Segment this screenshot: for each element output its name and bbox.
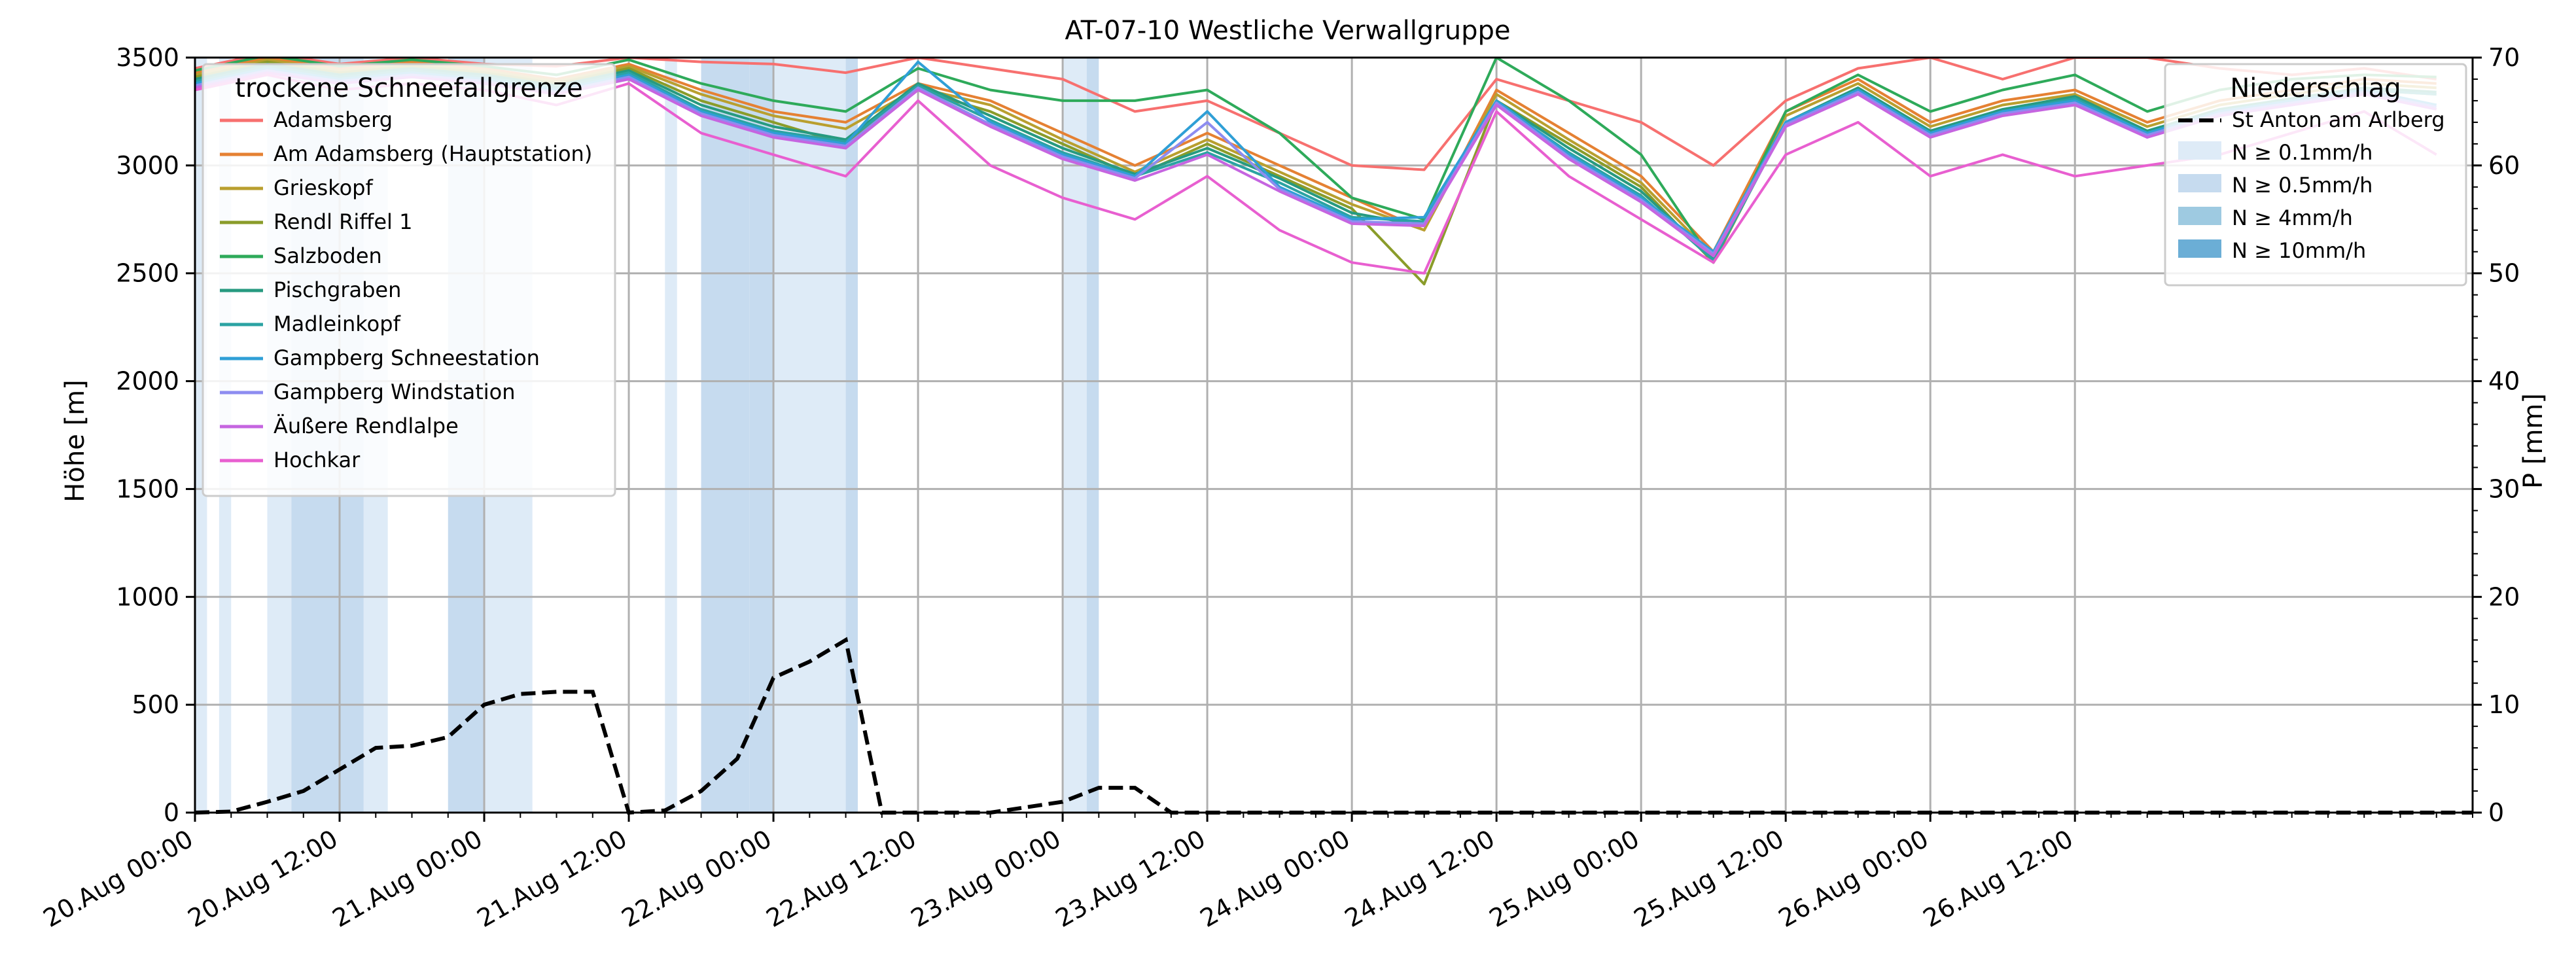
y-tick-label: 1500	[116, 474, 179, 503]
y2-tick-label: 30	[2488, 474, 2520, 503]
legend-station: trockene Schneefallgrenze Adamsberg Am Ada…	[202, 63, 616, 497]
legend-label: St Anton am Arlberg	[2232, 107, 2445, 132]
y2-tick-label: 10	[2488, 690, 2520, 719]
legend-title: trockene Schneefallgrenze	[235, 73, 582, 103]
y-tick-label: 3000	[116, 151, 179, 180]
legend-label: Madleinkopf	[273, 311, 401, 336]
legend-precip: Niederschlag St Anton am Arlberg N ≥ 0.1mm…	[2164, 63, 2467, 287]
legend-swatch	[2178, 174, 2221, 192]
axes	[194, 56, 2474, 814]
legend-label: Am Adamsberg (Hauptstation)	[273, 141, 592, 166]
legend-title: Niederschlag	[2230, 73, 2401, 103]
legend-label: Pischgraben	[273, 277, 401, 302]
legend-box	[2164, 63, 2467, 287]
precip-band	[701, 58, 750, 813]
x-tick-label: 24.Aug 00:00	[1195, 824, 1355, 933]
y-tick-label: 2500	[116, 259, 179, 288]
precip-band	[1086, 58, 1099, 813]
legend-label: Rendl Riffel 1	[273, 209, 412, 234]
y-tick-label: 0	[164, 798, 179, 827]
legend-label: Hochkar	[273, 448, 361, 472]
legend-label: N ≥ 0.5mm/h	[2232, 173, 2373, 198]
legend-swatch	[2178, 239, 2221, 258]
legend-swatch	[2178, 207, 2221, 225]
legend-swatch	[2178, 141, 2221, 160]
legend-label: Äußere Rendlalpe	[273, 413, 459, 438]
y2-tick-label: 60	[2488, 151, 2520, 180]
legend-label: N ≥ 4mm/h	[2232, 205, 2353, 230]
precip-band	[749, 58, 774, 813]
y2-tick-label: 0	[2488, 798, 2504, 827]
legend-label: N ≥ 10mm/h	[2232, 238, 2366, 263]
legend-label: Adamsberg	[273, 107, 393, 132]
precip-line	[194, 637, 2473, 815]
precip-band	[665, 58, 677, 813]
x-tick-label: 26.Aug 00:00	[1774, 824, 1933, 933]
x-tick-label: 21.Aug 12:00	[472, 824, 632, 933]
x-tick-label: 23.Aug 12:00	[1051, 824, 1210, 933]
legend-box	[202, 63, 616, 497]
chart-title: AT-07-10 Westliche Verwallgruppe	[1065, 16, 1511, 46]
precip-band	[1063, 58, 1075, 813]
y-tick-label: 1000	[116, 582, 179, 611]
precip-band	[845, 58, 858, 813]
x-tick-label: 26.Aug 12:00	[1918, 824, 2078, 933]
y2-tick-label: 70	[2488, 43, 2520, 72]
x-tick-label: 20.Aug 12:00	[183, 824, 343, 933]
x-tick-label: 22.Aug 12:00	[762, 824, 921, 933]
legend-label: Gampberg Windstation	[273, 379, 516, 404]
y2-tick-label: 40	[2488, 367, 2520, 396]
y-tick-label: 3500	[116, 43, 179, 72]
y-tick-label: 500	[132, 690, 179, 719]
x-tick-label: 21.Aug 00:00	[328, 824, 487, 933]
y-axis-title: Höhe [m]	[60, 379, 90, 502]
precip-band	[773, 58, 846, 813]
x-tick-label: 24.Aug 12:00	[1340, 824, 1500, 933]
legend-label: Gampberg Schneestation	[273, 345, 540, 370]
legend-label: Grieskopf	[273, 175, 373, 200]
y2-tick-label: 50	[2488, 259, 2520, 288]
x-tick-label: 25.Aug 12:00	[1629, 824, 1789, 933]
y2-tick-label: 20	[2488, 582, 2520, 611]
x-tick-label: 20.Aug 00:00	[39, 824, 198, 933]
y-tick-label: 2000	[116, 367, 179, 396]
y2-axis-title: P [mm]	[2518, 393, 2549, 489]
x-tick-label: 22.Aug 00:00	[617, 824, 777, 933]
x-tick-label: 25.Aug 00:00	[1485, 824, 1644, 933]
precip-band	[1074, 58, 1087, 813]
precip-line-path	[194, 637, 2473, 815]
legend-label: N ≥ 0.1mm/h	[2232, 140, 2373, 165]
plot-frame	[194, 56, 2474, 814]
x-tick-label: 23.Aug 00:00	[906, 824, 1066, 933]
legend-label: Salzboden	[273, 243, 382, 268]
